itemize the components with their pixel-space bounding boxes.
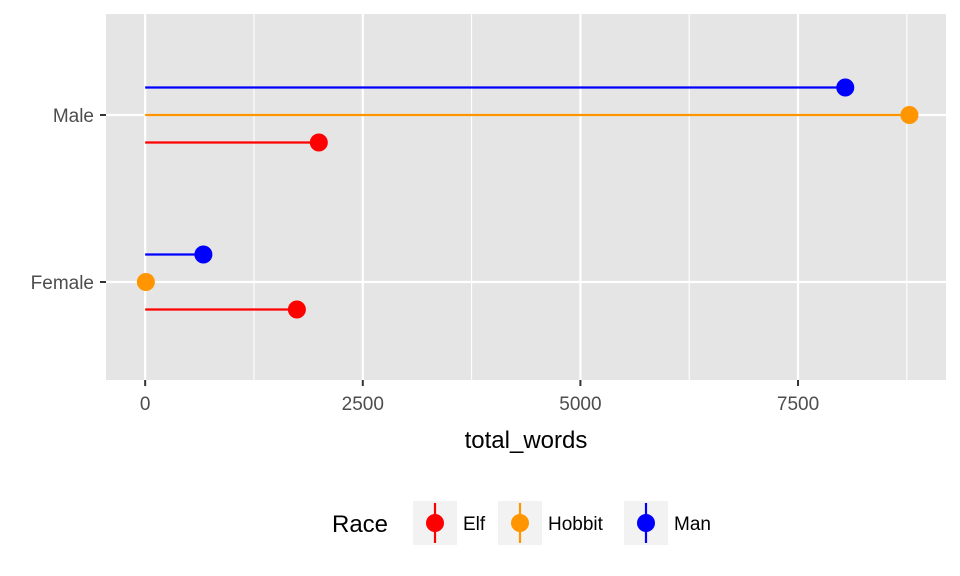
legend-key-point-elf	[426, 514, 444, 532]
x-tick-label: 7500	[777, 394, 819, 415]
y-tick-label-male: Male	[53, 106, 94, 127]
axes: 0 2500 5000 7500 Female Male	[31, 106, 820, 415]
legend-label-man: Man	[674, 514, 711, 535]
point-elf-female	[287, 300, 306, 319]
point-hobbit-female	[136, 273, 155, 291]
x-tick-label: 2500	[342, 394, 384, 415]
legend-label-hobbit: Hobbit	[548, 514, 604, 535]
plot-panel	[106, 14, 946, 380]
point-elf-male	[309, 133, 328, 152]
legend-key-point-hobbit	[511, 514, 529, 532]
legend: Race Elf Hobbit Man	[332, 501, 711, 545]
x-tick-label: 0	[140, 394, 151, 415]
point-man-male	[836, 78, 855, 97]
x-axis-title: total_words	[465, 427, 588, 454]
data-marks	[136, 78, 919, 319]
legend-key-point-man	[637, 514, 655, 532]
x-tick-label: 5000	[559, 394, 601, 415]
y-tick-label-female: Female	[31, 273, 94, 294]
legend-label-elf: Elf	[463, 514, 486, 535]
point-hobbit-male	[900, 106, 919, 124]
point-man-female	[194, 245, 213, 264]
legend-title: Race	[332, 511, 388, 538]
